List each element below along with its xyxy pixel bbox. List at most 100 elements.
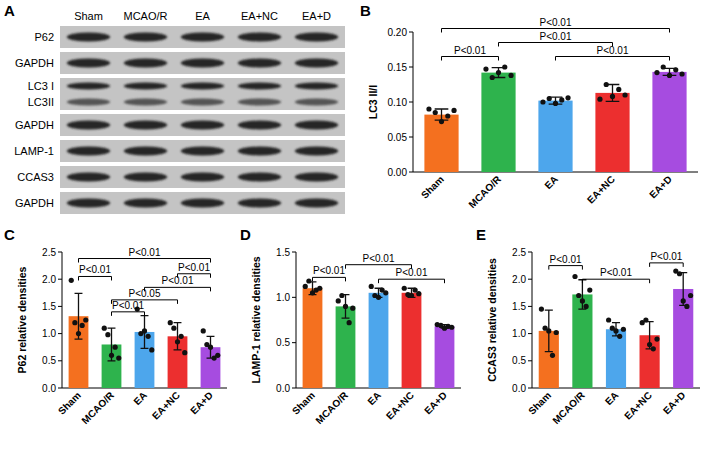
y-tick-label: 2.5 bbox=[42, 247, 56, 258]
plot-marks bbox=[539, 268, 694, 388]
data-point bbox=[109, 353, 114, 358]
y-tick-label: 1.5 bbox=[276, 247, 290, 258]
band bbox=[295, 199, 338, 208]
data-point bbox=[336, 298, 341, 303]
error-bar bbox=[545, 310, 553, 351]
data-point bbox=[647, 342, 652, 347]
data-point bbox=[547, 96, 552, 101]
significance-bracket bbox=[442, 57, 499, 61]
data-point bbox=[583, 304, 588, 309]
panel-letter: D bbox=[240, 226, 251, 243]
data-point bbox=[677, 271, 682, 276]
significance-bracket bbox=[112, 312, 145, 316]
significance-label: P<0.01 bbox=[454, 45, 486, 56]
data-point bbox=[451, 108, 456, 113]
significance-label: P<0.01 bbox=[313, 265, 345, 276]
data-point bbox=[643, 317, 648, 322]
band bbox=[295, 99, 338, 106]
data-point bbox=[426, 106, 431, 111]
protein-label: GAPDH bbox=[15, 197, 54, 209]
data-point bbox=[502, 64, 507, 69]
data-point bbox=[654, 70, 659, 75]
data-point bbox=[449, 325, 454, 330]
lane-label: EA+NC bbox=[241, 10, 278, 22]
data-point bbox=[540, 99, 545, 104]
y-tick bbox=[528, 279, 532, 280]
band bbox=[181, 121, 224, 130]
category-label: EA bbox=[131, 390, 149, 408]
y-tick bbox=[528, 333, 532, 334]
data-point bbox=[667, 73, 672, 78]
band bbox=[295, 83, 338, 90]
significance-label: P<0.01 bbox=[650, 251, 682, 262]
data-point bbox=[102, 326, 107, 331]
category-label: Sham bbox=[56, 390, 83, 417]
y-axis-label: P62 relative densities bbox=[16, 266, 28, 373]
blot-strip bbox=[60, 26, 345, 48]
data-point bbox=[105, 332, 110, 337]
y-tick bbox=[292, 297, 296, 298]
y-tick-label: 0.0 bbox=[512, 383, 526, 394]
band bbox=[181, 199, 224, 208]
blot-strip bbox=[60, 166, 345, 188]
category-label: MCAO/R bbox=[313, 389, 350, 426]
data-point bbox=[149, 347, 154, 352]
blot-strip bbox=[60, 192, 345, 214]
data-point bbox=[559, 97, 564, 102]
category-label: EA bbox=[603, 390, 621, 408]
data-point bbox=[673, 67, 678, 72]
lane-label: EA+D bbox=[302, 10, 331, 22]
y-tick-label: 1.0 bbox=[276, 292, 290, 303]
y-tick bbox=[58, 252, 62, 253]
band bbox=[67, 83, 110, 90]
data-point bbox=[621, 327, 626, 332]
band bbox=[238, 33, 281, 42]
blot-strip bbox=[60, 78, 345, 110]
data-point bbox=[113, 345, 118, 350]
error-bar bbox=[342, 295, 350, 319]
significance-bracket bbox=[549, 266, 583, 270]
error-bar bbox=[207, 336, 215, 358]
data-point bbox=[142, 328, 147, 333]
bar bbox=[303, 288, 323, 388]
band bbox=[124, 121, 167, 130]
band bbox=[181, 173, 224, 182]
bar bbox=[168, 336, 188, 388]
category-label: EA+D bbox=[647, 174, 674, 201]
data-point bbox=[317, 286, 322, 291]
y-tick bbox=[292, 388, 296, 389]
band bbox=[67, 33, 110, 42]
significance-bracket bbox=[556, 57, 670, 61]
panel-letter: B bbox=[360, 2, 371, 19]
y-tick bbox=[528, 388, 532, 389]
bar bbox=[595, 93, 629, 172]
protein-label: CCAS3 bbox=[17, 171, 54, 183]
y-tick-label: 0.5 bbox=[42, 355, 56, 366]
data-point bbox=[175, 339, 180, 344]
band bbox=[295, 147, 338, 156]
band bbox=[67, 199, 110, 208]
bar bbox=[435, 326, 455, 388]
bar bbox=[481, 73, 515, 172]
category-label: EA bbox=[365, 390, 383, 408]
data-point bbox=[490, 75, 495, 80]
data-point bbox=[182, 350, 187, 355]
y-tick-label: 0.20 bbox=[388, 27, 408, 38]
category-label: EA bbox=[542, 174, 560, 192]
data-point bbox=[576, 293, 581, 298]
lane-label: MCAO/R bbox=[124, 10, 168, 22]
band bbox=[238, 99, 281, 106]
category-label: Sham bbox=[290, 390, 317, 417]
y-tick-label: 1.0 bbox=[512, 328, 526, 339]
data-point bbox=[565, 95, 570, 100]
bar bbox=[369, 293, 389, 388]
y-axis bbox=[296, 252, 297, 388]
data-point bbox=[546, 328, 551, 333]
band bbox=[67, 121, 110, 130]
y-tick bbox=[409, 67, 413, 68]
data-point bbox=[201, 328, 206, 333]
significance-label: P<0.01 bbox=[129, 247, 161, 258]
category-label: EA+D bbox=[188, 390, 215, 417]
data-point bbox=[610, 94, 615, 99]
y-tick bbox=[528, 252, 532, 253]
